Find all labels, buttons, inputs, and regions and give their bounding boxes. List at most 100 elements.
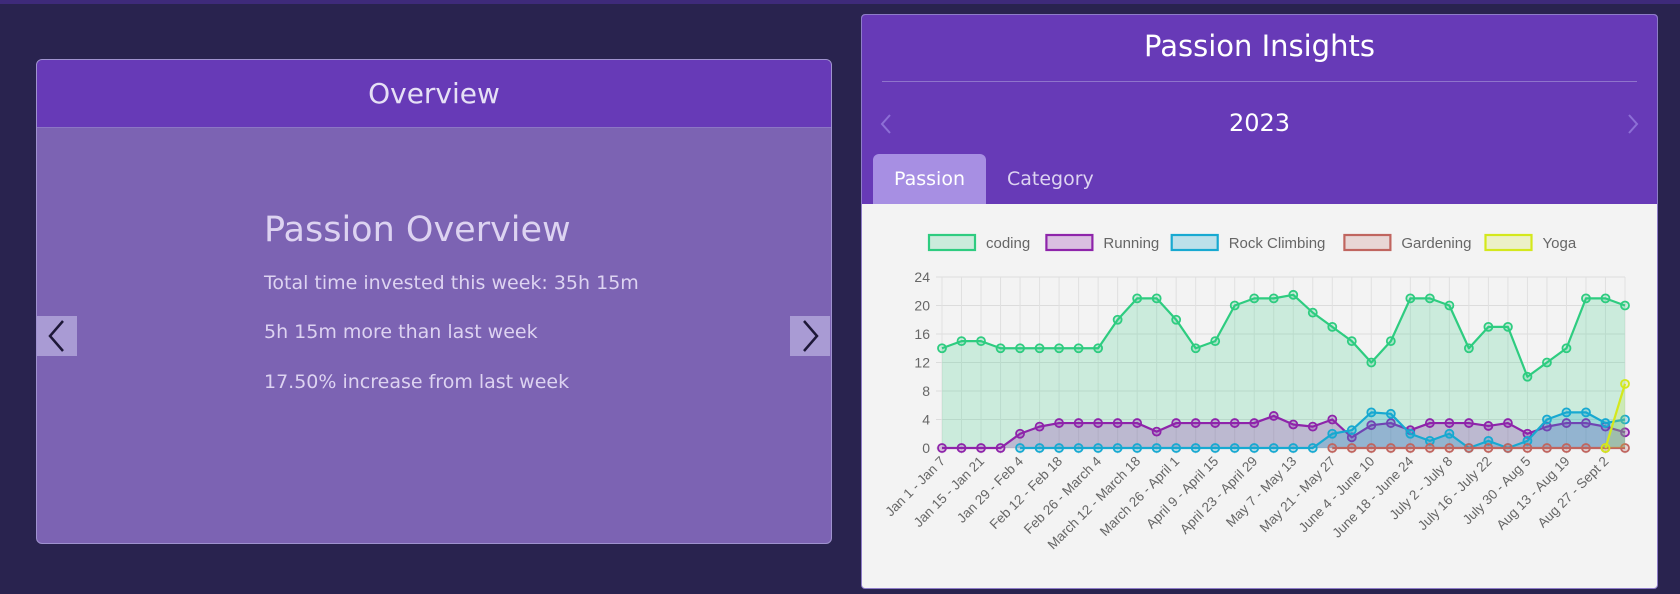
slide-line-total-time: Total time invested this week: 35h 15m [264,272,639,294]
legend-item[interactable]: coding [927,233,1030,252]
data-point [1581,443,1591,453]
data-point [937,443,947,453]
data-point [1542,357,1552,368]
data-point [1444,443,1455,453]
data-point [1405,428,1416,439]
data-point [1366,357,1377,368]
data-point [1327,428,1338,439]
data-point [1542,443,1552,453]
tab-category[interactable]: Category [1007,168,1094,190]
data-point [1561,418,1572,428]
data-point [1366,407,1377,418]
data-point [1366,420,1377,431]
legend-item[interactable]: Running [1045,233,1159,252]
data-point [1015,428,1025,439]
legend-swatch [1170,233,1219,252]
insights-header: Passion Insights 2023 Passion Category [862,15,1657,204]
data-point [1385,443,1396,453]
data-point [976,443,986,453]
data-point [1210,336,1221,347]
data-point [1015,443,1025,453]
data-point [1581,407,1591,418]
data-point [1132,443,1143,453]
data-point [1249,293,1260,304]
legend-label: coding [986,235,1030,252]
data-point [1307,421,1318,432]
data-point [1600,293,1611,304]
data-point [1073,443,1084,453]
data-point [1444,428,1455,439]
passion-insights-card: Passion Insights 2023 Passion Category 0… [861,14,1658,589]
y-tick-label: 4 [922,412,930,428]
y-tick-label: 0 [922,440,930,456]
data-point [1171,418,1182,428]
y-tick-label: 12 [914,355,930,371]
data-point [1307,307,1318,318]
legend-item[interactable]: Yoga [1484,233,1577,252]
data-point [1522,371,1533,382]
data-point [1093,418,1104,428]
data-point [1385,336,1396,347]
data-point [1503,443,1513,453]
data-point [1483,443,1494,453]
data-point [1424,443,1435,453]
data-point [1463,443,1474,453]
data-point [1463,343,1474,354]
overview-title: Overview [368,77,500,110]
data-point [976,336,986,347]
carousel-next-button[interactable] [790,316,830,356]
data-point [1132,293,1143,304]
series-yoga [1600,378,1630,453]
y-tick-label: 20 [914,298,930,314]
data-point [1346,336,1357,347]
slide-line-increase: 17.50% increase from last week [264,371,570,393]
series-gardening [1327,443,1630,453]
next-year-button[interactable] [1621,109,1645,139]
data-point [1620,414,1630,425]
y-tick-label: 16 [914,326,930,342]
prev-year-button[interactable] [874,109,898,139]
data-point [1620,378,1630,389]
legend-swatch [927,233,977,252]
data-point [1385,408,1396,419]
data-point [995,443,1006,453]
data-point [1463,418,1474,428]
data-point [1405,443,1416,453]
data-point [1034,343,1045,354]
data-point [1620,427,1630,438]
insights-title: Passion Insights [1144,29,1375,63]
data-point [1444,300,1455,311]
top-accent-bar [0,0,1680,4]
data-point [1561,407,1572,418]
y-tick-label: 24 [914,269,930,285]
data-point [956,336,967,347]
data-point [956,443,967,453]
data-point [1151,293,1162,304]
legend-item[interactable]: Gardening [1343,233,1471,252]
legend-swatch [1045,233,1094,252]
overview-carousel: Passion Overview Total time invested thi… [37,128,831,543]
data-point [1229,300,1240,311]
legend-swatch [1343,233,1392,252]
data-point [1210,418,1221,428]
data-point [1503,418,1513,428]
data-point [1424,293,1435,304]
data-point [1015,343,1025,354]
data-point [1093,343,1104,354]
data-point [1307,443,1318,453]
data-point [1346,443,1357,453]
data-point [1385,418,1396,428]
carousel-prev-button[interactable] [37,316,77,356]
chevron-left-icon [880,114,891,134]
legend-label: Rock Climbing [1229,235,1326,252]
tab-passion[interactable]: Passion [873,154,986,204]
data-point [1093,443,1104,453]
chevron-right-icon [1628,114,1639,134]
data-point [1346,425,1357,436]
data-point [1620,443,1630,453]
data-point [937,343,947,354]
data-point [1327,414,1338,425]
series-area [942,294,1625,448]
data-point [1561,343,1572,354]
legend-item[interactable]: Rock Climbing [1170,233,1326,252]
